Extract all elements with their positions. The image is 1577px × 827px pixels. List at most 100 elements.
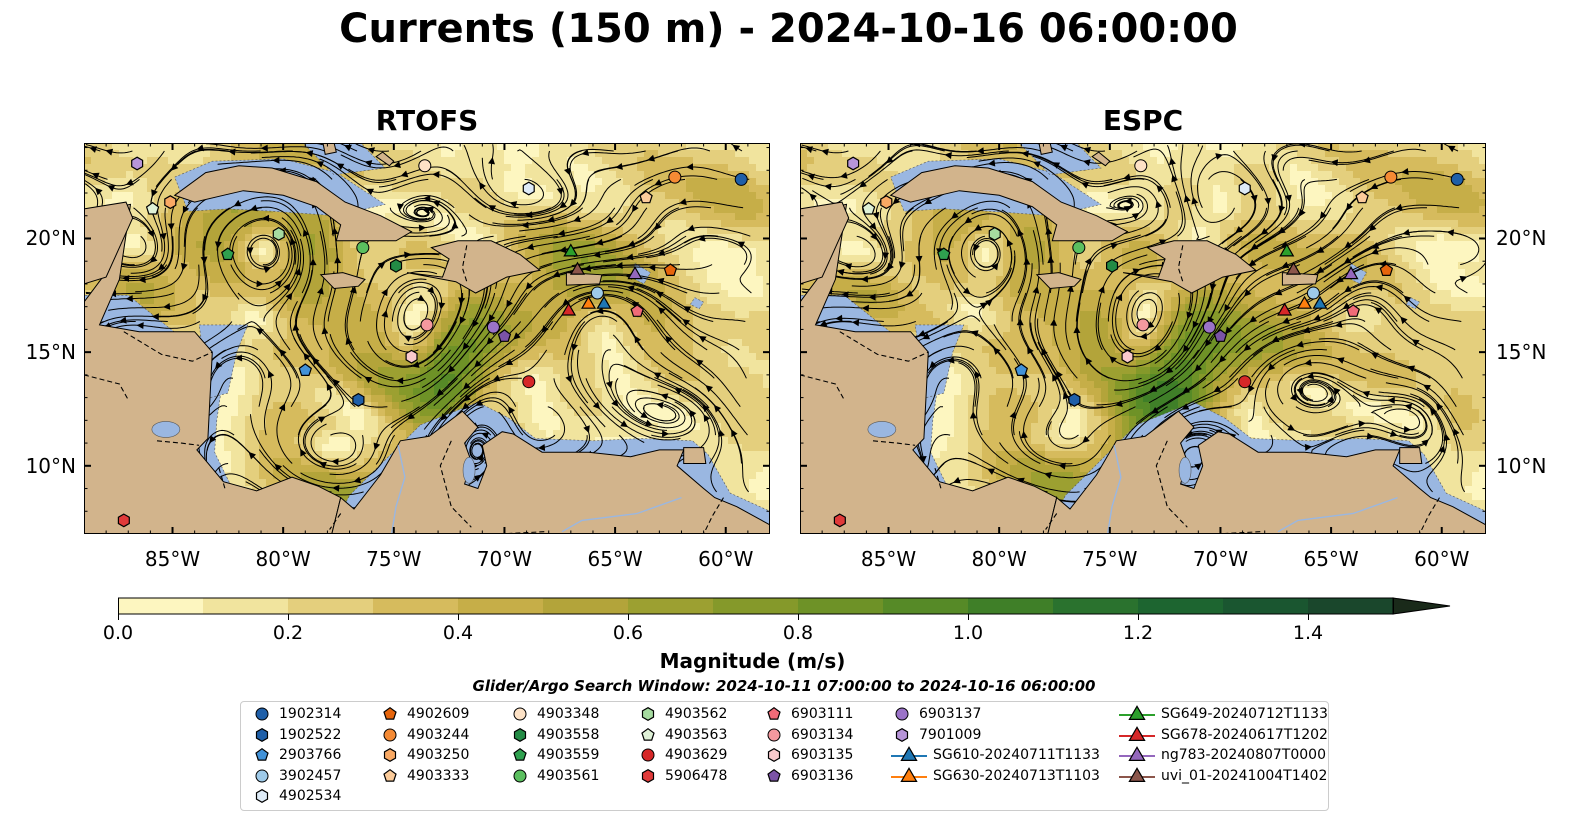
marker-3902457[interactable] [590,286,604,300]
legend-swatch[interactable] [641,707,655,721]
legend-swatch[interactable] [900,746,918,761]
legend-swatch[interactable] [383,768,397,782]
legend-swatch[interactable] [513,707,527,721]
marker-4903561[interactable] [1072,241,1086,255]
marker-4903558[interactable] [1106,258,1119,273]
marker-7901009[interactable] [131,156,144,171]
marker-4902534[interactable] [1238,181,1251,196]
legend-swatch[interactable] [641,727,655,741]
marker-SG610-20240711T1133[interactable] [596,295,612,309]
legend-swatch[interactable] [255,769,269,782]
marker-SG649-20240712T1133[interactable] [1279,243,1295,257]
marker-4903244[interactable] [668,170,682,184]
marker-7901009[interactable] [847,156,860,171]
legend-entry: 4903333 [379,766,469,786]
marker-6903111[interactable] [1346,304,1360,317]
legend-swatch[interactable] [641,748,655,762]
marker-6903111[interactable] [630,304,644,317]
marker-SG630-20240713T1103[interactable] [580,295,597,309]
marker-4903348[interactable] [418,159,432,173]
marker-4903562[interactable] [272,226,285,241]
marker-SG630-20240713T1103[interactable] [1296,295,1313,309]
legend-marker-triangle-icon [1119,705,1155,720]
legend-swatch[interactable] [895,727,909,742]
legend-swatch[interactable] [767,748,781,762]
legend-swatch[interactable] [895,707,909,721]
marker-4903244[interactable] [1384,170,1398,184]
marker-6903137[interactable] [1202,320,1216,334]
legend-swatch[interactable] [255,727,269,742]
legend-label: 4903629 [665,747,728,763]
marker-6903137[interactable] [486,320,500,334]
legend-swatch[interactable] [900,766,918,782]
legend-swatch[interactable] [641,768,655,783]
legend-label: SG630-20240713T1103 [933,767,1100,784]
marker-6903134[interactable] [1136,318,1150,332]
x-tick-label: 60°W [698,547,754,571]
legend-swatch[interactable] [1128,705,1146,720]
marker-4902609[interactable] [1379,263,1394,276]
marker-6903136[interactable] [497,329,512,342]
legend-swatch[interactable] [255,747,269,761]
land [800,143,1486,534]
marker-4903559[interactable] [937,247,951,261]
marker-6903134[interactable] [420,318,434,332]
marker-5906478[interactable] [833,513,846,528]
marker-2903766[interactable] [298,363,313,376]
marker-4903561[interactable] [356,241,370,255]
marker-4903559[interactable] [221,247,235,261]
marker-4903250[interactable] [880,195,893,210]
marker-ng783-20240807T0000[interactable] [627,266,643,280]
legend-swatch[interactable] [1128,746,1146,761]
legend-swatch[interactable] [767,768,781,782]
marker-4903558[interactable] [390,258,403,273]
marker-4903333[interactable] [639,190,653,204]
marker-6903135[interactable] [1121,349,1134,364]
map-panel-espc[interactable] [800,143,1486,534]
panel-title-espc: ESPC [1102,104,1184,137]
colorbar-tick-mark [968,614,969,620]
marker-4903629[interactable] [1238,375,1252,389]
marker-1902314[interactable] [734,172,748,186]
marker-SG678-20240617T1202[interactable] [561,302,577,316]
marker-ng783-20240807T0000[interactable] [1343,266,1359,280]
legend-entry: 6903134 [763,725,853,745]
marker-SG610-20240711T1133[interactable] [1312,295,1328,309]
marker-1902314[interactable] [1450,172,1464,186]
marker-uvi_01-20241004T1402[interactable] [1285,261,1302,275]
marker-6903136[interactable] [1213,329,1228,342]
marker-SG649-20240712T1133[interactable] [563,243,579,257]
marker-5906478[interactable] [117,513,130,528]
marker-uvi_01-20241004T1402[interactable] [569,261,586,275]
marker-2903766[interactable] [1014,363,1029,376]
marker-4903563[interactable] [145,201,160,215]
marker-4903333[interactable] [1355,190,1369,204]
marker-4903348[interactable] [1134,159,1148,173]
marker-6903135[interactable] [405,349,418,364]
marker-4902534[interactable] [522,181,535,196]
legend-swatch[interactable] [255,789,269,803]
marker-4903563[interactable] [861,201,876,215]
legend-swatch[interactable] [255,707,269,721]
legend-swatch[interactable] [383,706,397,720]
marker-1902522[interactable] [352,392,365,407]
marker-4903629[interactable] [522,375,536,389]
legend-swatch[interactable] [1128,725,1146,741]
legend-swatch[interactable] [767,706,781,720]
legend-swatch[interactable] [383,748,397,762]
marker-4902609[interactable] [663,263,678,276]
marker-4903250[interactable] [164,195,177,210]
colorbar-label: Magnitude (m/s) [659,649,846,673]
marker-1902522[interactable] [1068,392,1081,407]
marker-4903562[interactable] [988,226,1001,241]
legend-swatch[interactable] [767,728,781,741]
legend-swatch[interactable] [513,727,527,742]
legend-marker-hexagon-icon [767,748,781,762]
marker-3902457[interactable] [1306,286,1320,300]
legend-swatch[interactable] [1128,766,1146,782]
legend-swatch[interactable] [383,728,397,741]
map-panel-rtofs[interactable] [84,143,770,534]
marker-SG678-20240617T1202[interactable] [1277,302,1293,316]
legend-swatch[interactable] [513,747,527,761]
legend-swatch[interactable] [513,769,527,782]
